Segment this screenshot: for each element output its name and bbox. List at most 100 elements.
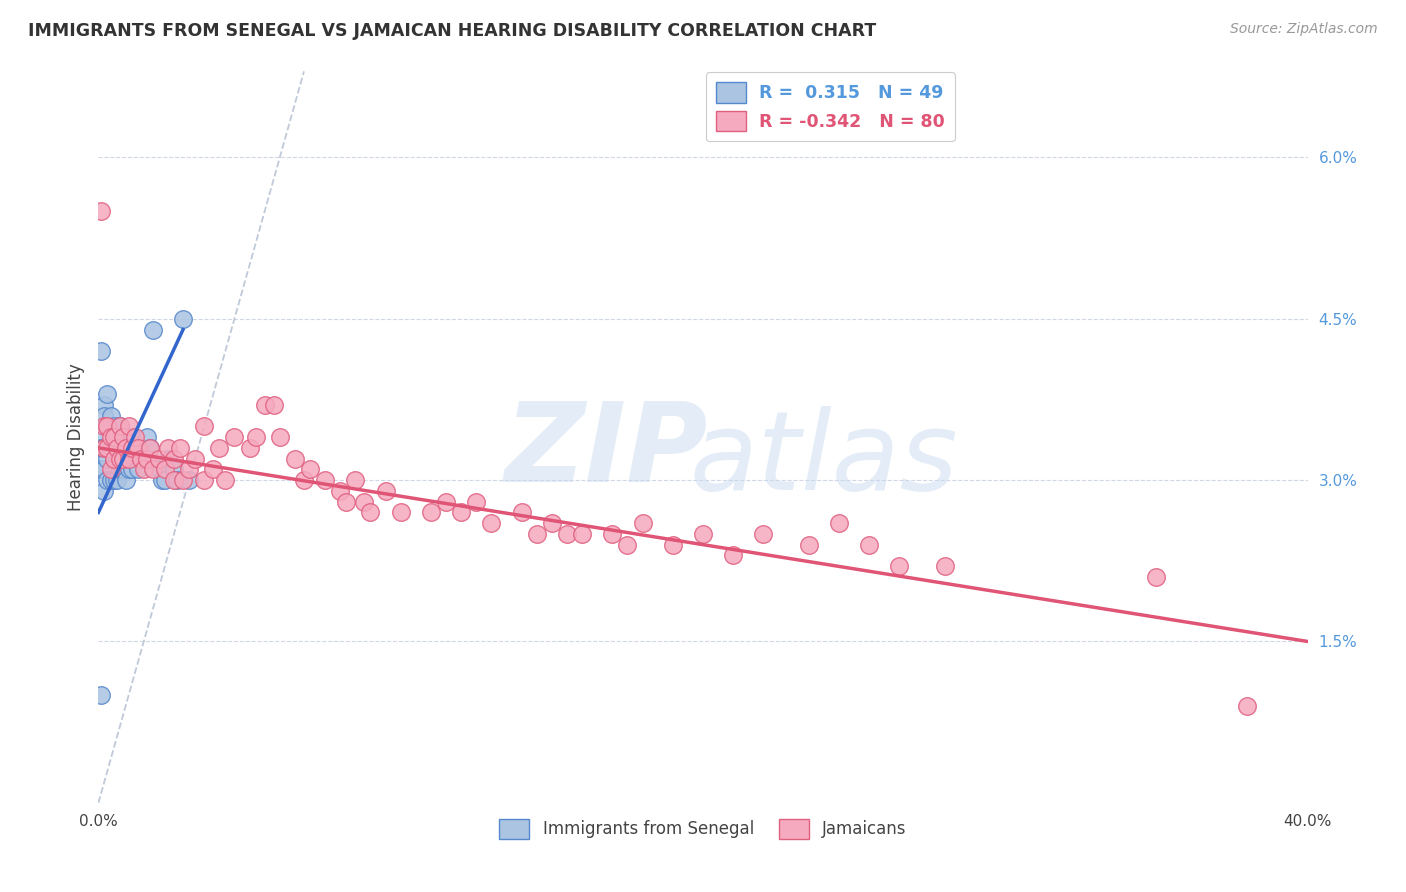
Point xyxy=(284,451,307,466)
Point xyxy=(239,441,262,455)
Point xyxy=(111,430,134,444)
Point xyxy=(465,494,488,508)
Point xyxy=(90,441,112,455)
Point xyxy=(193,419,215,434)
Point xyxy=(389,505,412,519)
Y-axis label: Hearing Disability: Hearing Disability xyxy=(66,363,84,511)
Point xyxy=(193,473,215,487)
Point xyxy=(179,473,201,487)
Point xyxy=(172,311,194,326)
Point xyxy=(752,527,775,541)
Point xyxy=(858,538,880,552)
Point xyxy=(111,451,134,466)
Point xyxy=(118,451,141,466)
Text: atlas: atlas xyxy=(689,406,959,513)
Point xyxy=(889,559,911,574)
Point xyxy=(100,409,122,423)
Point xyxy=(153,473,176,487)
Point xyxy=(1236,698,1258,713)
Point xyxy=(114,473,136,487)
Point xyxy=(103,430,125,444)
Point xyxy=(108,419,131,434)
Point xyxy=(450,505,472,519)
Point xyxy=(184,451,207,466)
Point xyxy=(934,559,956,574)
Point xyxy=(245,430,267,444)
Point xyxy=(1144,570,1167,584)
Point xyxy=(121,430,143,444)
Point xyxy=(148,451,170,466)
Point xyxy=(124,430,146,444)
Point xyxy=(299,462,322,476)
Text: IMMIGRANTS FROM SENEGAL VS JAMAICAN HEARING DISABILITY CORRELATION CHART: IMMIGRANTS FROM SENEGAL VS JAMAICAN HEAR… xyxy=(28,22,876,40)
Point xyxy=(114,441,136,455)
Point xyxy=(314,473,336,487)
Point xyxy=(105,441,128,455)
Point xyxy=(96,419,118,434)
Point xyxy=(481,516,503,530)
Point xyxy=(100,473,122,487)
Point xyxy=(90,204,112,219)
Point xyxy=(269,430,291,444)
Point xyxy=(105,473,128,487)
Point xyxy=(214,473,236,487)
Point xyxy=(118,430,141,444)
Point xyxy=(571,527,593,541)
Point xyxy=(692,527,714,541)
Point xyxy=(142,462,165,476)
Point xyxy=(93,441,115,455)
Point xyxy=(96,451,118,466)
Point xyxy=(118,419,141,434)
Point xyxy=(179,462,201,476)
Point xyxy=(127,462,149,476)
Point xyxy=(344,473,367,487)
Point xyxy=(602,527,624,541)
Point xyxy=(129,441,152,455)
Point xyxy=(90,430,112,444)
Point xyxy=(374,483,396,498)
Point xyxy=(108,462,131,476)
Point xyxy=(90,688,112,702)
Point xyxy=(127,441,149,455)
Point xyxy=(96,441,118,455)
Point xyxy=(124,441,146,455)
Point xyxy=(723,549,745,563)
Point xyxy=(108,451,131,466)
Point xyxy=(153,462,176,476)
Point xyxy=(96,387,118,401)
Point xyxy=(132,451,155,466)
Point xyxy=(93,483,115,498)
Point xyxy=(208,441,231,455)
Point xyxy=(139,441,162,455)
Point xyxy=(434,494,457,508)
Point xyxy=(103,451,125,466)
Point xyxy=(139,441,162,455)
Point xyxy=(93,462,115,476)
Point xyxy=(156,451,179,466)
Point xyxy=(100,430,122,444)
Point xyxy=(540,516,562,530)
Point xyxy=(93,419,115,434)
Point xyxy=(103,451,125,466)
Point xyxy=(111,430,134,444)
Point xyxy=(93,441,115,455)
Point xyxy=(114,441,136,455)
Point xyxy=(150,473,173,487)
Point xyxy=(93,409,115,423)
Point xyxy=(797,538,820,552)
Point xyxy=(156,441,179,455)
Point xyxy=(224,430,246,444)
Point xyxy=(100,462,122,476)
Point xyxy=(329,483,352,498)
Point xyxy=(510,505,533,519)
Point xyxy=(103,419,125,434)
Point xyxy=(148,462,170,476)
Point xyxy=(661,538,683,552)
Point xyxy=(142,322,165,336)
Point xyxy=(420,505,443,519)
Legend: Immigrants from Senegal, Jamaicans: Immigrants from Senegal, Jamaicans xyxy=(492,812,914,846)
Point xyxy=(121,441,143,455)
Text: Source: ZipAtlas.com: Source: ZipAtlas.com xyxy=(1230,22,1378,37)
Text: ZIP: ZIP xyxy=(505,398,709,505)
Point xyxy=(163,462,186,476)
